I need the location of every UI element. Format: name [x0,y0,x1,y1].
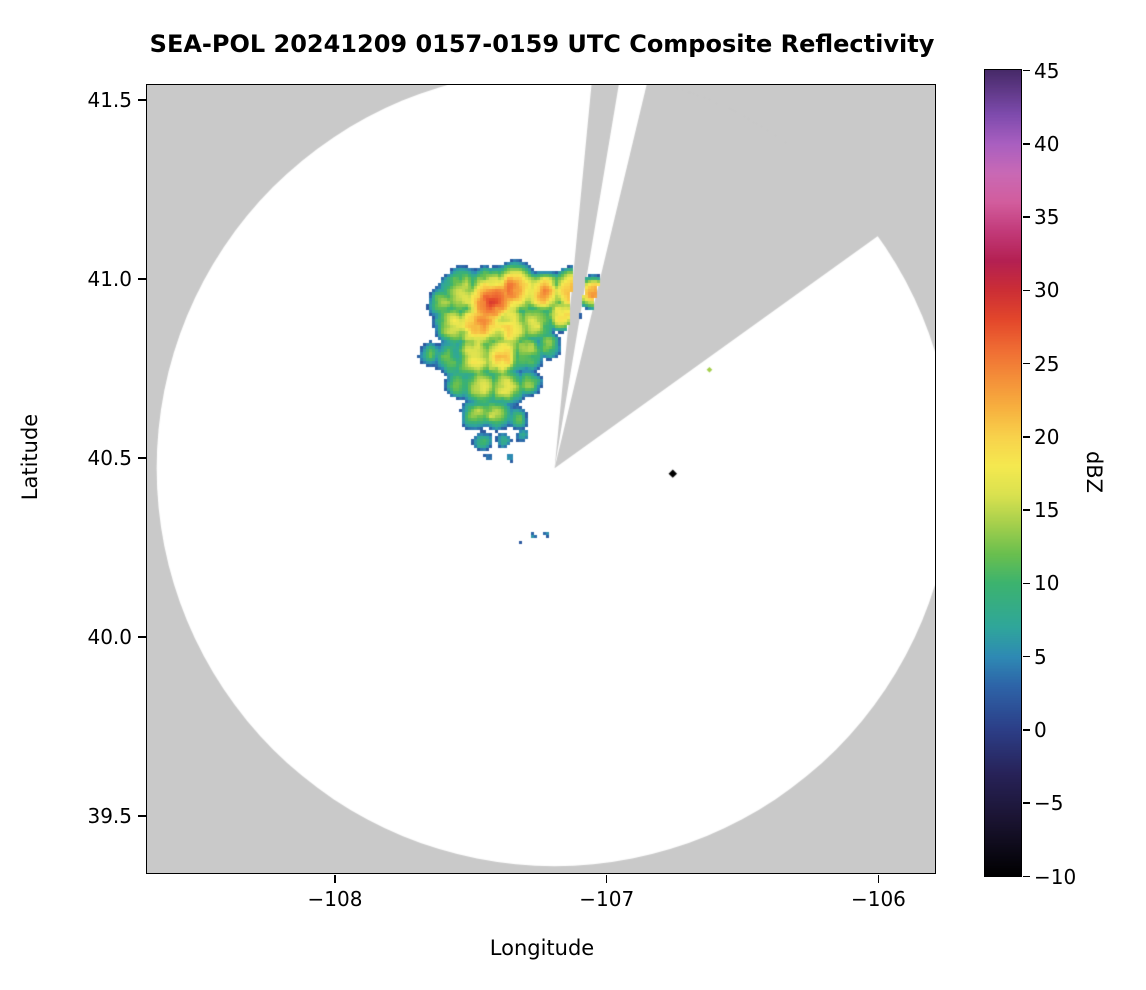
colorbar-tick-mark [1023,436,1030,438]
y-tick-mark [138,636,146,638]
colorbar-tick-mark [1023,802,1030,804]
colorbar-tick-label: 40 [1034,131,1060,156]
colorbar-tick-mark [1023,509,1030,511]
x-tick-mark [605,875,608,883]
y-tick-mark [138,278,146,280]
y-tick-mark [138,815,146,817]
plot-area [146,84,936,874]
colorbar-tick-label: −10 [1034,864,1077,889]
colorbar-tick-mark [1023,582,1030,585]
x-tick-mark [877,875,880,883]
colorbar-tick-mark [1023,729,1030,731]
colorbar-label: dBZ [1082,450,1106,494]
y-tick-label: 40.5 [87,446,132,470]
colorbar-tick-mark [1023,289,1030,292]
colorbar-canvas [985,70,1021,876]
colorbar-tick-label: −5 [1034,791,1064,816]
colorbar-tick-label: 10 [1034,571,1060,596]
colorbar-tick-label: 20 [1034,424,1060,449]
y-tick-label: 41.5 [87,87,132,112]
colorbar-tick-mark [1023,143,1030,145]
y-tick-label: 41.0 [87,266,132,291]
colorbar-tick-mark [1023,69,1030,72]
colorbar-tick-label: 0 [1034,717,1047,742]
colorbar-tick-mark [1023,875,1030,878]
radar-plot-canvas [147,85,935,873]
colorbar-tick-label: 30 [1034,278,1060,303]
colorbar-tick-mark [1023,655,1030,658]
x-tick-label: −107 [579,887,635,911]
y-tick-label: 39.5 [87,804,132,829]
colorbar-tick-label: 25 [1034,351,1060,376]
colorbar-tick-label: 15 [1034,498,1060,523]
x-tick-mark [334,875,336,883]
x-axis-label: Longitude [489,936,595,960]
chart-title: SEA-POL 20241209 0157-0159 UTC Composite… [149,30,935,58]
x-tick-label: −106 [850,887,906,911]
colorbar-tick-label: 35 [1034,205,1060,230]
colorbar-tick-label: 5 [1034,644,1047,669]
colorbar [984,69,1022,877]
y-axis-label: Latitude [18,413,42,501]
y-tick-label: 40.0 [87,625,132,650]
colorbar-tick-mark [1023,362,1030,365]
y-tick-mark [138,99,146,101]
x-tick-label: −108 [307,887,363,911]
y-tick-mark [138,457,146,459]
colorbar-tick-label: 45 [1034,58,1060,83]
colorbar-tick-mark [1023,216,1030,218]
